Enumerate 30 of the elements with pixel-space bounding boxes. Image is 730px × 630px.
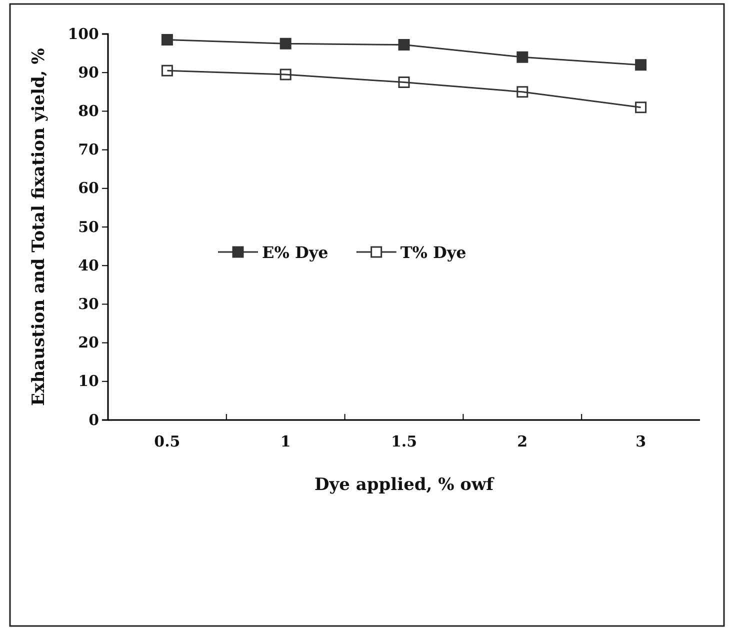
y-tick-label: 100 <box>68 24 99 43</box>
y-tick-label: 60 <box>78 179 99 198</box>
x-tick-label: 0.5 <box>154 432 180 451</box>
y-tick-label: 0 <box>88 410 99 429</box>
point <box>398 39 410 51</box>
y-tick-label: 30 <box>78 295 99 313</box>
y-tick-label: 70 <box>78 140 99 159</box>
point <box>398 76 410 88</box>
x-axis-title: Dye applied, % owf <box>314 475 496 495</box>
x-tick-label: 2 <box>517 432 528 451</box>
point <box>280 38 292 50</box>
point <box>635 59 647 71</box>
point <box>161 64 173 76</box>
point <box>516 51 528 63</box>
point <box>516 86 528 98</box>
point <box>161 34 173 46</box>
y-tick-label: 40 <box>78 256 99 274</box>
point <box>635 102 647 114</box>
legend-label: T% Dye <box>400 243 466 262</box>
y-tick-label: 50 <box>78 218 99 236</box>
y-tick-label: 80 <box>78 102 99 120</box>
legend-label: E% Dye <box>262 243 328 262</box>
y-axis-title: Exhaustion and Total fixation yield, % <box>29 48 49 406</box>
y-tick-label: 90 <box>78 63 99 82</box>
x-tick-label: 1.5 <box>390 432 418 451</box>
point <box>280 68 292 80</box>
y-tick-label: 10 <box>78 372 99 390</box>
y-tick-label: 20 <box>78 334 99 352</box>
x-tick-label: 1 <box>280 432 291 451</box>
x-tick-label: 3 <box>636 432 646 451</box>
